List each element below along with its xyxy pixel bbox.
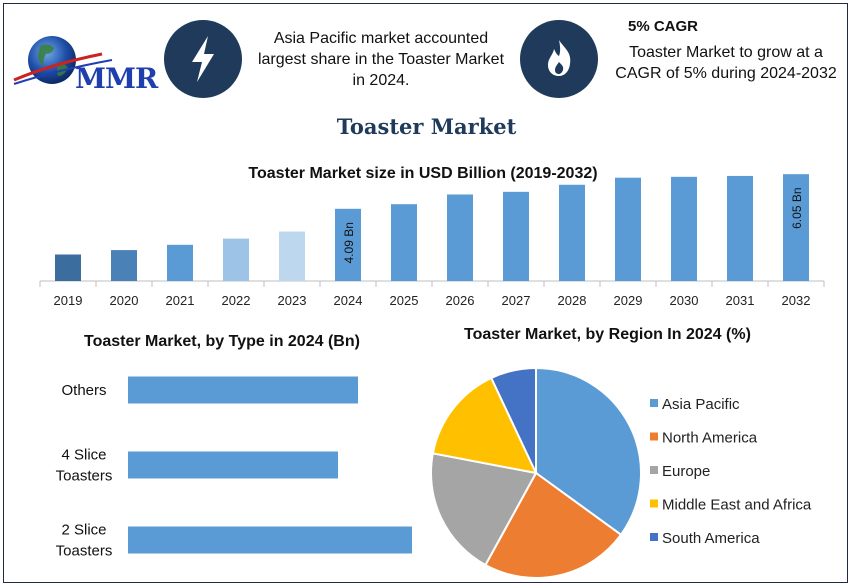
flame-icon	[548, 40, 571, 76]
pie-slice	[535, 366, 642, 537]
x-tick-label: 2028	[558, 293, 587, 308]
bar-2025	[391, 204, 417, 281]
type-bar	[128, 376, 358, 404]
bar-2022	[223, 238, 249, 281]
bar-2030	[671, 176, 697, 281]
type-chart-title: Toaster Market, by Type in 2024 (Bn)	[84, 333, 360, 350]
x-tick-label: 2024	[334, 293, 363, 308]
x-tick-label: 2032	[782, 293, 811, 308]
pie-slice	[489, 366, 537, 474]
bar-2024	[335, 208, 361, 281]
highlight-line: largest share in the Toaster Market	[257, 51, 505, 68]
legend-swatch	[650, 499, 658, 508]
page-title: Toaster Market	[336, 114, 517, 139]
bar-2021	[167, 244, 193, 281]
legend-swatch	[650, 466, 658, 474]
type-bar-chart: Others 4 Slice Toasters 2 Slice Toasters	[56, 376, 412, 560]
type-category-label: 2 Slice	[61, 522, 106, 539]
x-tick-label: 2019	[54, 293, 83, 308]
highlight-cagr: Toaster Market to grow at a CAGR of 5% d…	[608, 42, 844, 84]
pie-slice	[431, 376, 538, 475]
legend-label: North America	[662, 430, 758, 447]
lightning-icon-circle	[164, 20, 242, 98]
region-chart-title: Toaster Market, by Region In 2024 (%)	[464, 326, 751, 343]
x-tick-label: 2021	[166, 293, 195, 308]
brand-name: MMR	[75, 62, 158, 95]
legend-label: Europe	[662, 463, 710, 480]
data-label-2032: 6.05 Bn	[790, 187, 804, 228]
highlight-line: Asia Pacific market accounted	[273, 30, 489, 47]
x-tick-label: 2027	[502, 293, 531, 308]
legend-swatch	[650, 399, 658, 407]
x-tick-label: 2023	[278, 293, 307, 308]
bar-2028	[559, 184, 585, 281]
bar-2019	[55, 254, 81, 281]
market-size-bar-chart: 2019 2020 2021 2022 2023 2024 4.09 Bn 2025 2026 2…	[39, 174, 825, 308]
infographic-frame	[3, 3, 848, 583]
bar-2027	[503, 191, 529, 281]
market-size-chart-title: Toaster Market size in USD Billion (2019…	[248, 165, 598, 182]
mmr-logo	[13, 36, 113, 85]
x-tick-label: 2026	[446, 293, 475, 308]
x-tick-label: 2022	[222, 293, 251, 308]
bar-2032	[783, 174, 809, 281]
cagr-title: 5% CAGR	[628, 18, 699, 35]
legend-label: Asia Pacific	[662, 396, 740, 413]
x-tick-label: 2030	[670, 293, 699, 308]
type-category-label: Toasters	[56, 468, 113, 485]
data-label-2024: 4.09 Bn	[342, 222, 356, 263]
legend-swatch	[650, 432, 658, 441]
bar-2031	[727, 175, 753, 281]
type-category-label: Others	[61, 382, 106, 399]
legend-label: South America	[662, 530, 760, 547]
legend-swatch	[650, 533, 658, 541]
type-category-label: Toasters	[56, 543, 113, 560]
bar-2026	[447, 194, 473, 281]
type-bar	[128, 451, 338, 479]
pie-slice	[484, 471, 623, 579]
pie-slice	[430, 452, 538, 567]
highlight-asia-pacific: Asia Pacific market accounted largest sh…	[248, 28, 514, 91]
x-tick-label: 2031	[726, 293, 755, 308]
lightning-icon	[192, 36, 214, 82]
type-bar	[128, 526, 412, 554]
bar-2023	[279, 231, 305, 281]
type-category-label: 4 Slice	[61, 447, 106, 464]
highlight-line: CAGR of 5% during 2024-2032	[615, 65, 837, 82]
highlight-line: in 2024.	[352, 72, 410, 89]
legend-label: Middle East and Africa	[662, 497, 812, 514]
x-tick-label: 2025	[390, 293, 419, 308]
x-tick-label: 2029	[614, 293, 643, 308]
flame-icon-circle	[520, 20, 598, 98]
bar-2029	[615, 177, 641, 281]
x-tick-label: 2020	[110, 293, 139, 308]
bar-2020	[111, 250, 137, 281]
highlight-line: Toaster Market to grow at a	[629, 44, 823, 61]
